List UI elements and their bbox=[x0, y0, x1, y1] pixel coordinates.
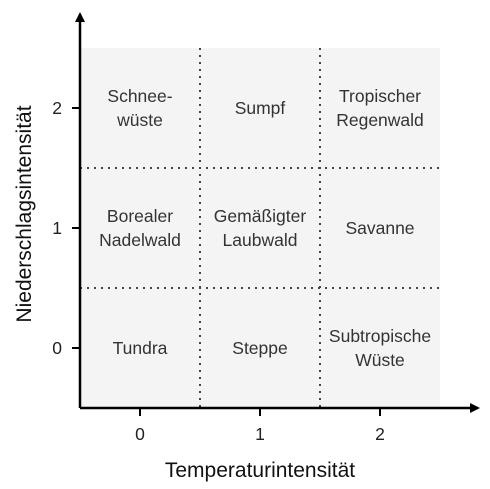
y-tick-label-0: 0 bbox=[52, 338, 62, 358]
cell-tropischer-regenwald: Tropischer Regenwald bbox=[336, 86, 424, 130]
cell-steppe: Steppe bbox=[232, 338, 287, 358]
y-ticks bbox=[72, 107, 80, 349]
cell-tropischer-regenwald-line-2: Regenwald bbox=[336, 110, 424, 130]
x-axis-title: Temperaturintensität bbox=[165, 459, 355, 482]
cell-tundra-line-1: Tundra bbox=[113, 338, 168, 358]
x-tick-label-1: 1 bbox=[255, 424, 265, 444]
y-axis-title: Niederschlagsintensität bbox=[13, 105, 36, 322]
cell-gemaessigter-laubwald-line-2: Laubwald bbox=[223, 230, 298, 250]
cell-tundra: Tundra bbox=[113, 338, 168, 358]
grid-background bbox=[80, 48, 440, 408]
cell-schneewueste: Schnee-wüste bbox=[107, 86, 172, 130]
cell-labels: Schnee-wüste Sumpf Tropischer Regenwald Bore… bbox=[99, 86, 431, 370]
y-tick-label-1: 1 bbox=[52, 218, 62, 238]
x-tick-label-2: 2 bbox=[375, 424, 385, 444]
cell-savanne-line-1: Savanne bbox=[345, 218, 414, 238]
cell-gemaessigter-laubwald: Gemäßigter Laubwald bbox=[214, 206, 307, 250]
cell-sumpf-line-1: Sumpf bbox=[235, 98, 286, 118]
cell-borealer-nadelwald-line-1: Borealer bbox=[107, 206, 173, 226]
cell-subtropische-wueste-line-2: Wüste bbox=[355, 350, 405, 370]
x-tick-label-0: 0 bbox=[135, 424, 145, 444]
cell-borealer-nadelwald: Borealer Nadelwald bbox=[99, 206, 181, 250]
cell-steppe-line-1: Steppe bbox=[232, 338, 287, 358]
y-tick-label-2: 2 bbox=[52, 98, 62, 118]
cell-subtropische-wueste-line-1: Subtropische bbox=[329, 326, 431, 346]
cell-tropischer-regenwald-line-1: Tropischer bbox=[339, 86, 421, 106]
cell-subtropische-wueste: Subtropische Wüste bbox=[329, 326, 431, 370]
cell-borealer-nadelwald-line-2: Nadelwald bbox=[99, 230, 181, 250]
x-ticks bbox=[139, 408, 381, 416]
cell-schneewueste-line-2: wüste bbox=[116, 110, 163, 130]
cell-schneewueste-line-1: Schnee- bbox=[107, 86, 172, 106]
cell-gemaessigter-laubwald-line-1: Gemäßigter bbox=[214, 206, 307, 226]
cell-savanne: Savanne bbox=[345, 218, 414, 238]
cell-sumpf: Sumpf bbox=[235, 98, 286, 118]
